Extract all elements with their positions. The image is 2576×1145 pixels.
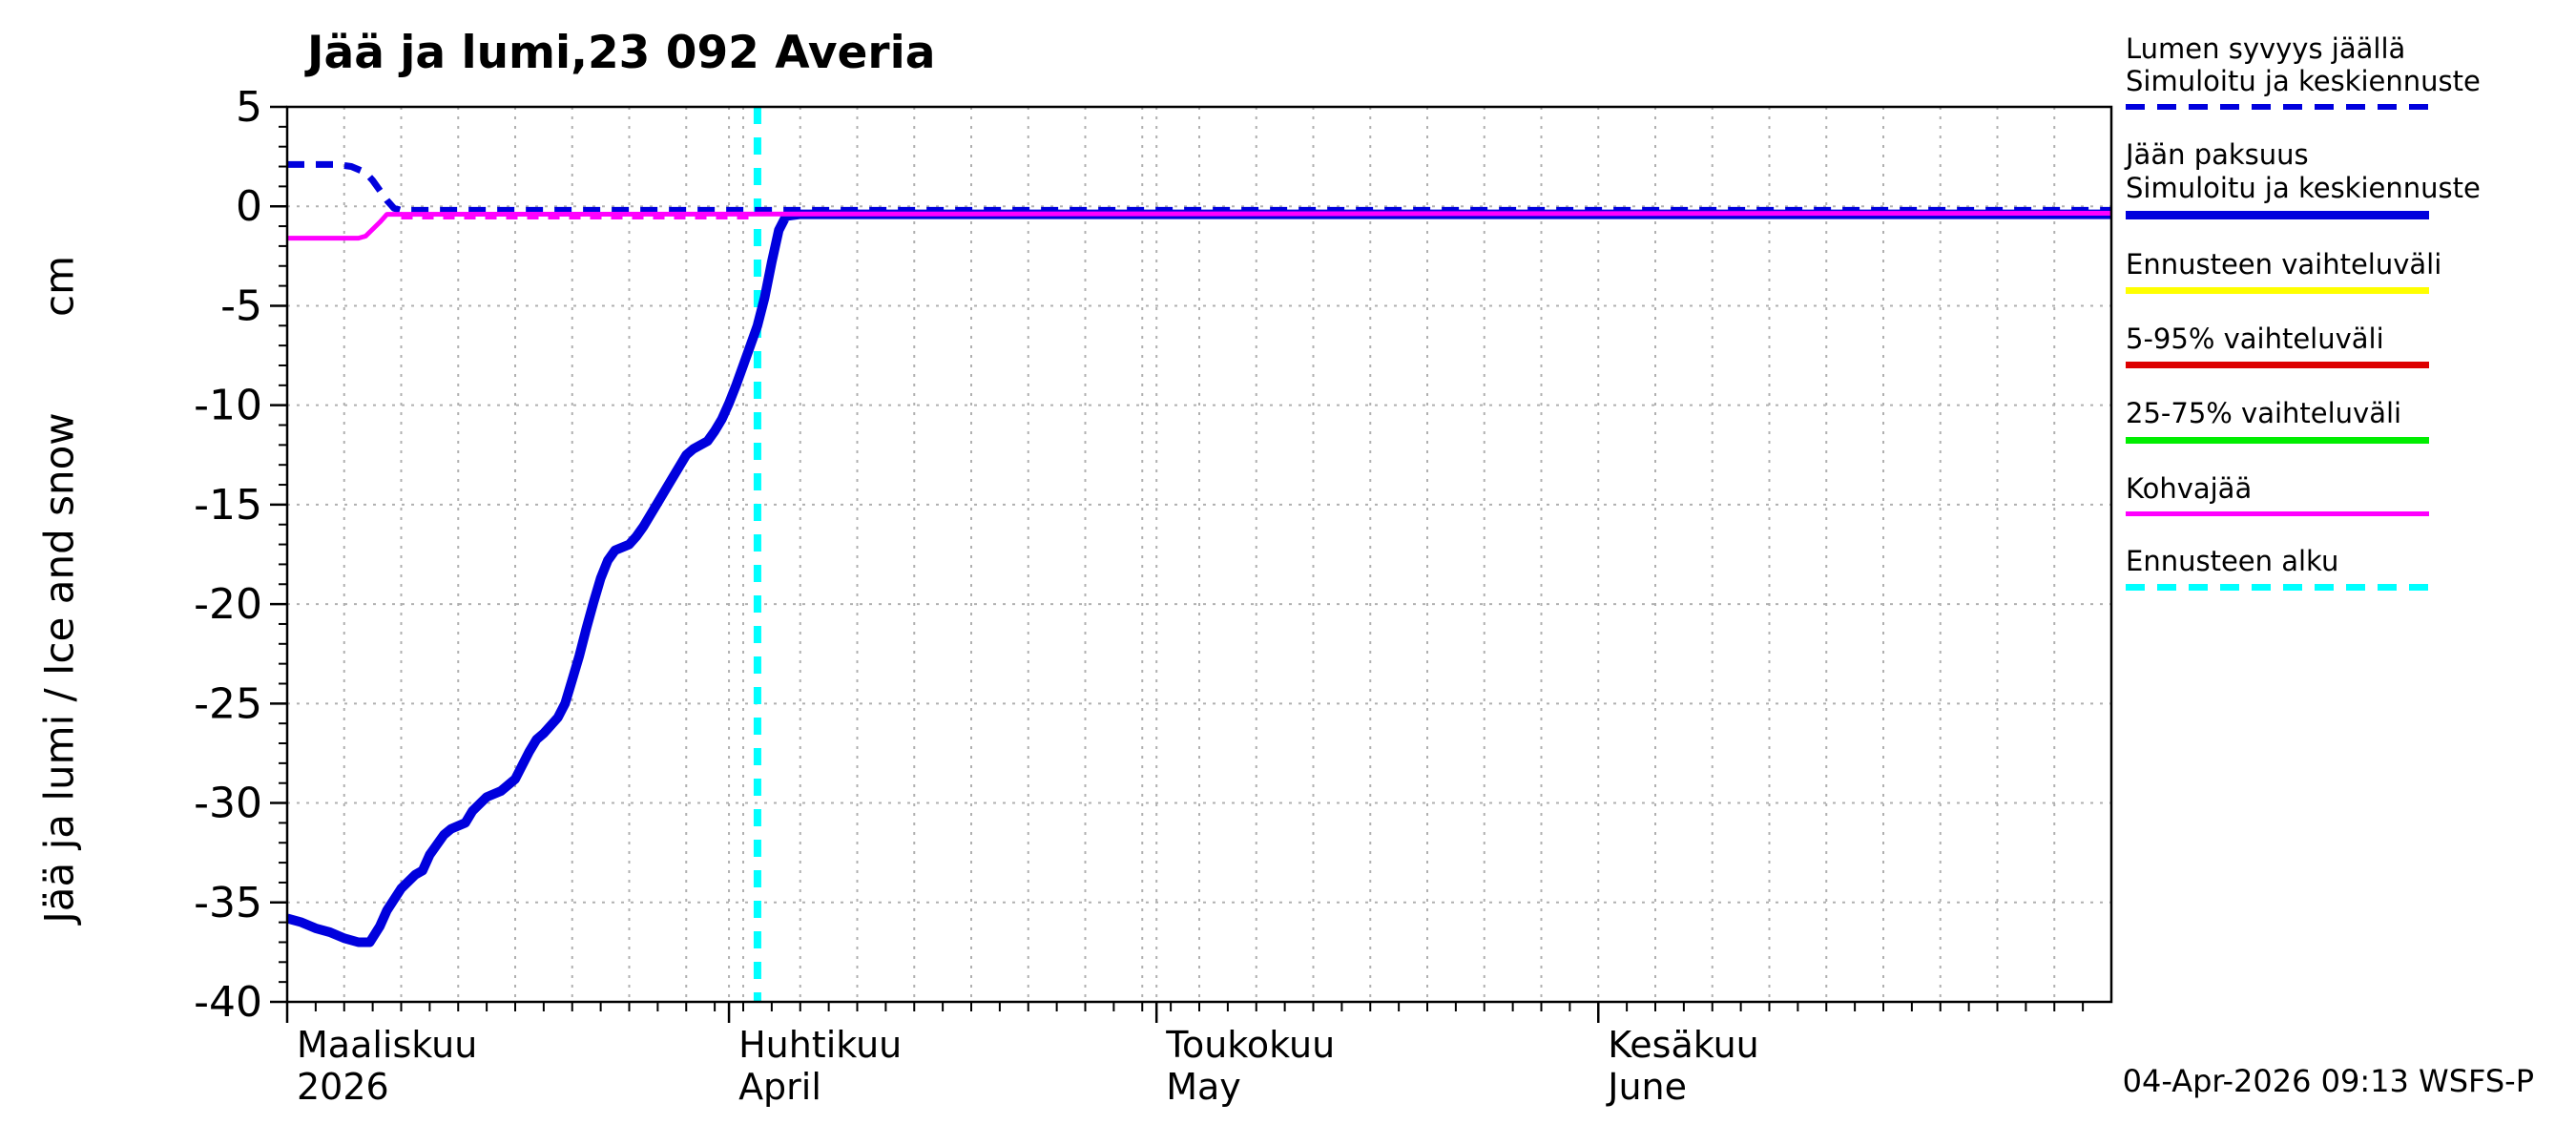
chart-legend: Lumen syvyys jäällä Simuloitu ja keskienn… [2126,32,2481,619]
legend-label: Lumen syvyys jäällä [2126,32,2406,65]
legend-swatch-solid-line [2126,362,2429,369]
month-sublabel: 2026 [297,1066,389,1108]
y-tick-label: -30 [194,780,262,828]
timestamp-watermark: 04-Apr-2026 09:13 WSFS-P [2122,1063,2534,1099]
y-tick-label: -20 [194,580,262,629]
y-tick-label: -40 [194,978,262,1027]
y-tick-label: 0 [236,182,262,231]
legend-swatch-solid-line [2126,436,2429,444]
legend-label: Jään paksuus [2126,138,2309,172]
y-axis-unit: cm [35,255,83,318]
month-label: Kesäkuu [1608,1024,1759,1066]
y-tick-label: -5 [220,281,262,330]
legend-swatch-solid-line [2126,510,2429,516]
chart-title: Jää ja lumi,23 092 Averia [307,27,936,79]
legend-label: Kohvajää [2126,471,2253,505]
y-tick-label: -10 [194,382,262,430]
y-axis-label: Jää ja lumi / Ice and snow [35,412,83,924]
month-label: Huhtikuu [738,1024,902,1066]
legend-swatch-solid-line [2126,287,2429,295]
legend-label: Ennusteen vaihteluväli [2126,247,2442,281]
legend-sublabel: Simuloitu ja keskiennuste [2126,171,2481,204]
y-tick-label: -25 [194,679,262,728]
legend-label: Ennusteen alku [2126,544,2339,577]
y-tick-label: -35 [194,879,262,927]
month-sublabel: June [1606,1066,1687,1108]
legend-entry-0: Lumen syvyys jäällä Simuloitu ja keskienn… [2126,32,2481,111]
legend-label: 25-75% vaihteluväli [2126,397,2402,430]
y-tick-label: 5 [236,83,262,132]
legend-swatch-dashed-line [2126,104,2429,111]
series-jaan-paksuus [285,209,2111,947]
month-sublabel: May [1166,1066,1241,1108]
series-lumen-syvyys-jaalla [287,160,2111,214]
legend-swatch-dashed-line [2126,583,2429,591]
legend-entry-6: Ennusteen alku [2126,545,2441,591]
legend-sublabel: Simuloitu ja keskiennuste [2126,65,2481,98]
y-tick-label: -15 [194,481,262,530]
legend-entry-4: 25-75% vaihteluväli [2126,397,2441,444]
series-kohvajaa [287,211,2112,241]
legend-entry-3: 5-95% vaihteluväli [2126,323,2441,369]
legend-entry-2: Ennusteen vaihteluväli [2126,247,2442,295]
legend-swatch-solid-line [2126,210,2429,219]
month-label: Toukokuu [1165,1024,1335,1066]
month-sublabel: April [738,1066,821,1108]
month-label: Maaliskuu [297,1024,477,1066]
legend-entry-1: Jään paksuus Simuloitu ja keskiennuste [2126,138,2481,219]
legend-label: 5-95% vaihteluväli [2126,323,2384,356]
legend-entry-5: Kohvajää [2126,472,2441,516]
